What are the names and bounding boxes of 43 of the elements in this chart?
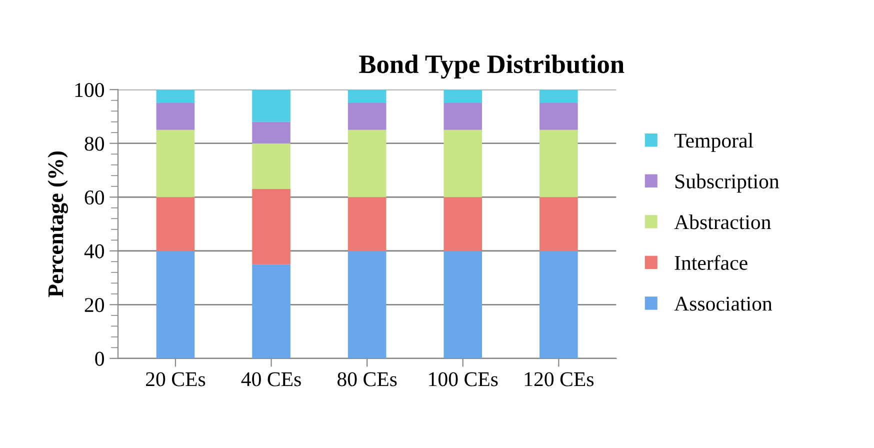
bar <box>252 122 290 144</box>
y-tick-label: 40 <box>84 244 104 258</box>
chart-title: Bond Type Distribution <box>359 54 624 79</box>
bar <box>348 250 386 358</box>
bar <box>156 130 195 198</box>
bar <box>540 90 578 104</box>
bar <box>444 103 482 130</box>
y-tick-label: 80 <box>84 136 104 151</box>
x-tick-label: 40 CEs <box>241 372 301 386</box>
bar <box>156 197 195 251</box>
bar <box>252 143 290 190</box>
bar <box>156 90 195 104</box>
legend-label: Interface <box>674 255 748 270</box>
legend-label: Temporal <box>674 133 754 152</box>
y-tick-label: 20 <box>84 298 104 312</box>
bar <box>444 90 482 104</box>
bar <box>156 250 195 358</box>
legend-label: Abstraction <box>674 214 771 230</box>
x-tick-label: 80 CEs <box>337 372 397 386</box>
bar <box>348 90 386 104</box>
bar <box>444 250 482 358</box>
x-tick-label: 20 CEs <box>146 372 206 386</box>
x-tick-label: 120 CEs <box>524 372 594 386</box>
legend-label: Subscription <box>675 174 780 193</box>
bar <box>252 264 290 358</box>
bar <box>540 103 578 130</box>
y-tick-label: 0 <box>95 352 104 366</box>
bar <box>348 103 386 130</box>
y-tick-label: 100 <box>75 82 104 98</box>
bar <box>540 197 578 251</box>
bar <box>444 197 482 251</box>
bar <box>540 250 578 358</box>
bar <box>156 103 195 130</box>
y-axis-title: Percentage (%) <box>48 151 68 298</box>
y-tick-label: 60 <box>84 190 104 205</box>
bar <box>444 130 482 198</box>
bar <box>348 130 386 198</box>
bar <box>252 90 290 122</box>
bar <box>348 197 386 251</box>
bar <box>252 189 290 264</box>
x-tick-label: 100 CEs <box>429 372 498 386</box>
legend-label: Association <box>674 296 772 311</box>
bar <box>540 130 578 198</box>
